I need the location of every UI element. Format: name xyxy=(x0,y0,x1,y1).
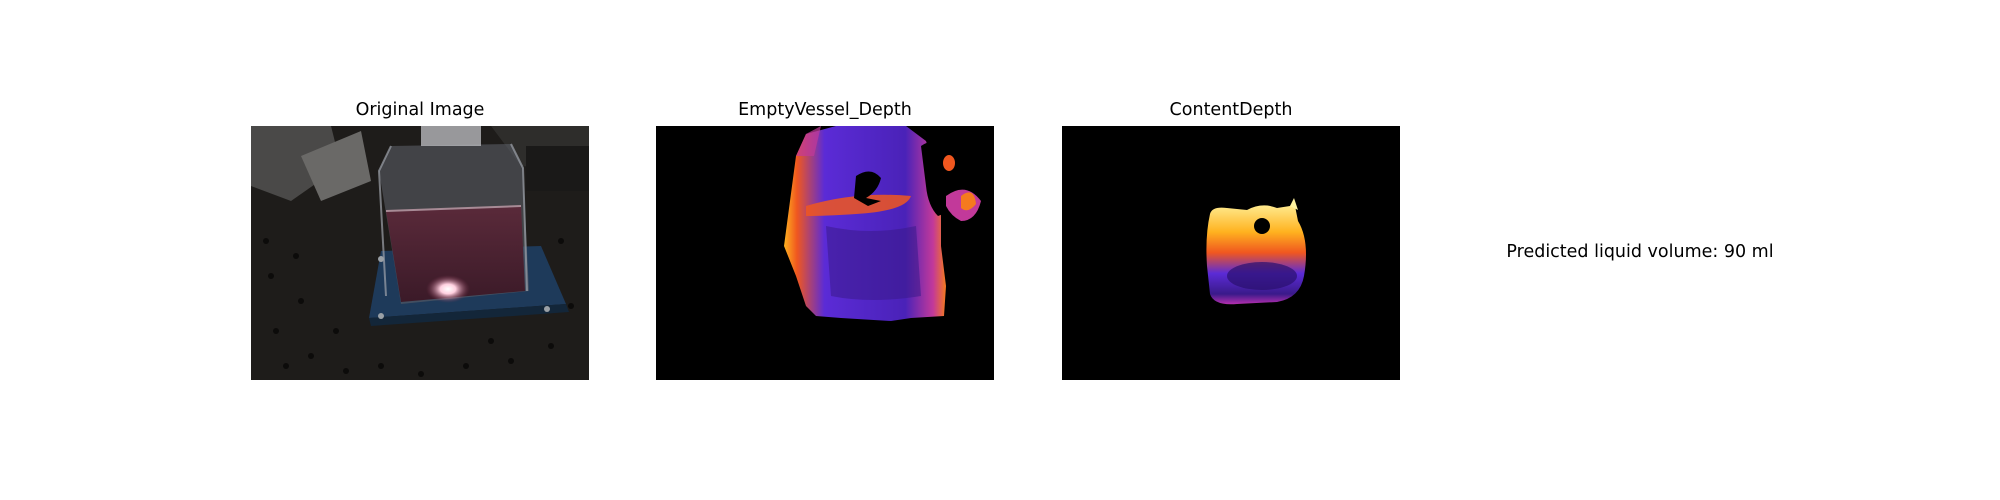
empty-vessel-depth-title: EmptyVessel_Depth xyxy=(738,100,912,120)
empty-vessel-depth-map xyxy=(656,126,994,380)
original-image-title: Original Image xyxy=(355,100,485,120)
content-depth-map xyxy=(1062,126,1400,380)
original-image xyxy=(251,126,589,380)
content-depth-title: ContentDepth xyxy=(1169,100,1293,120)
predicted-volume-text: Predicted liquid volume: 90 ml xyxy=(1506,242,1774,262)
